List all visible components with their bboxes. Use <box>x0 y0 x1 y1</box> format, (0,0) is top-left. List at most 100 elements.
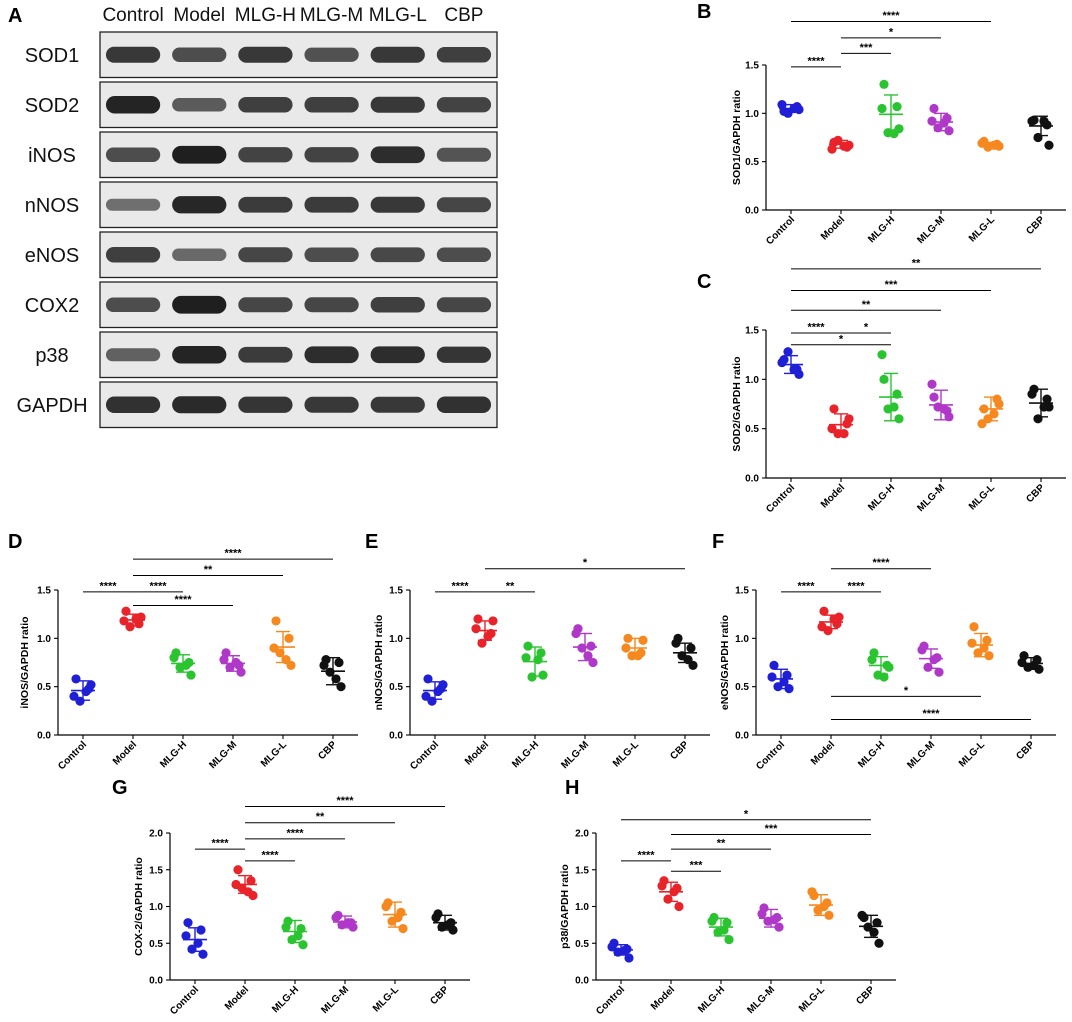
x-tick-label-cbp: CBP <box>316 739 339 762</box>
data-point-mlg-l <box>284 633 294 643</box>
data-point-cbp <box>874 938 884 948</box>
blot-band-enos-cbp <box>436 247 492 262</box>
data-point-mlg-m <box>934 667 944 677</box>
blot-band-nnos-mlg-m <box>304 196 359 213</box>
significance-label: * <box>904 685 909 697</box>
y-tick-label: 1.0 <box>735 634 749 645</box>
data-point-model <box>829 404 839 414</box>
blot-band-inos-mlg-l <box>370 146 425 164</box>
blot-band-nnos-model <box>172 196 227 214</box>
blot-strip-nnos <box>99 181 498 229</box>
data-point-mlg-l <box>271 616 281 626</box>
chart-b: B 0.0 0.5 1.0 1.5 SOD1/GAPDH ratio Control Mode… <box>697 1 1066 247</box>
x-tick-label-control: Control <box>764 482 797 515</box>
blot-band-sod1-mlg-l <box>370 46 425 63</box>
significance-label: *** <box>885 279 899 291</box>
blot-row-label-nnos: nNOS <box>25 195 79 217</box>
significance-label: *** <box>860 42 874 54</box>
y-tick-label: 1.0 <box>745 375 759 386</box>
data-point-cbp <box>686 643 696 653</box>
blot-band-sod1-cbp <box>436 47 492 63</box>
data-point-control <box>433 686 443 697</box>
lane-label-mlg-h: MLG-H <box>235 5 296 26</box>
blot-band-gapdh-cbp <box>436 396 492 413</box>
chart-f: F 0.0 0.5 1.0 1.5 eNOS/GAPDH ratio Control Mode… <box>712 531 1056 772</box>
data-point-mlg-l <box>967 638 977 648</box>
data-point-cbp <box>431 912 441 923</box>
data-point-mlg-l <box>994 399 1004 409</box>
y-tick-label: 1.5 <box>745 326 759 337</box>
y-tick-label: 1.5 <box>745 61 759 72</box>
y-tick-label: 1.5 <box>735 586 749 597</box>
data-point-model <box>119 616 129 626</box>
data-point-model <box>233 865 243 875</box>
blot-band-gapdh-mlg-l <box>370 396 425 413</box>
significance-label: ** <box>204 564 213 576</box>
data-point-model <box>819 606 829 616</box>
chart-e: E 0.0 0.5 1.0 1.5 nNOS/GAPDH ratio Control Mode… <box>365 531 710 772</box>
x-tick-label-model: Model <box>463 739 491 767</box>
panel-letter-b: B <box>697 1 711 23</box>
blot-strip-cox2 <box>99 281 498 329</box>
blot-band-cox2-cbp <box>436 297 492 313</box>
y-tick-label: 1.0 <box>745 109 759 120</box>
data-point-model <box>657 881 667 891</box>
x-tick-label-mlg-h: MLG-H <box>696 984 727 1015</box>
x-tick-label-mlg-h: MLG-H <box>866 214 897 245</box>
y-tick-label: 0.5 <box>37 682 51 693</box>
x-tick-label-cbp: CBP <box>1024 482 1047 505</box>
blot-band-p38-mlg-h <box>238 346 293 363</box>
western-blot-panel: A Control Model MLG-H MLG-M MLG-L CBP SOD1 SOD2 i… <box>8 5 498 429</box>
data-point-control <box>784 684 794 694</box>
blot-band-gapdh-mlg-m <box>304 396 359 413</box>
significance-label: **** <box>224 548 242 560</box>
data-point-model <box>488 616 498 626</box>
blot-band-sod2-cbp <box>436 97 492 113</box>
y-tick-label: 0.5 <box>735 682 749 693</box>
data-point-mlg-h <box>724 934 734 945</box>
blot-row-label-cox2: COX2 <box>25 295 79 317</box>
data-point-mlg-m <box>586 641 596 651</box>
significance-label: * <box>864 321 869 333</box>
data-point-control <box>181 931 191 941</box>
significance-label: * <box>889 26 894 38</box>
data-point-model <box>473 614 483 624</box>
data-point-mlg-h <box>523 641 533 651</box>
blot-band-sod1-mlg-m <box>304 47 359 62</box>
x-tick-label-mlg-h: MLG-H <box>856 739 887 770</box>
significance-label: ** <box>717 838 726 850</box>
data-point-cbp <box>331 674 341 684</box>
blot-row-label-sod2: SOD2 <box>25 95 79 117</box>
data-point-control <box>777 357 787 368</box>
y-tick-label: 1.0 <box>389 634 403 645</box>
y-tick-label: 0.5 <box>575 939 589 950</box>
y-tick-label: 0.0 <box>575 976 589 987</box>
blot-band-gapdh-mlg-h <box>238 396 293 413</box>
data-point-cbp <box>1027 116 1037 126</box>
significance-label: * <box>744 808 749 820</box>
blot-strip-inos <box>99 131 498 179</box>
data-point-cbp <box>1044 140 1054 150</box>
x-tick-label-cbp: CBP <box>1014 739 1037 762</box>
x-tick-label-mlg-l: MLG-L <box>371 984 401 1014</box>
y-tick-label: 0.5 <box>745 157 759 168</box>
data-point-mlg-h <box>894 414 904 424</box>
blot-band-sod2-mlg-l <box>370 96 425 113</box>
x-tick-label-mlg-l: MLG-L <box>967 214 997 244</box>
significance-label: * <box>839 333 844 345</box>
data-point-control <box>767 672 777 682</box>
blot-band-enos-control <box>105 247 161 263</box>
data-point-mlg-l <box>269 643 279 653</box>
y-tick-label: 0.0 <box>745 206 759 217</box>
x-tick-label-model: Model <box>819 214 847 242</box>
data-point-mlg-m <box>774 922 784 932</box>
significance-label: **** <box>882 10 900 22</box>
significance-label: * <box>583 557 588 569</box>
data-point-mlg-h <box>877 350 887 360</box>
y-tick-label: 1.5 <box>37 586 51 597</box>
chart-g: G 0.0 0.5 1.0 1.5 2.0 COX-2/GAPDH ratio Control… <box>112 777 470 1017</box>
data-point-model <box>827 424 837 434</box>
y-axis-label: COX-2/GAPDH ratio <box>133 857 145 956</box>
data-point-mlg-m <box>927 379 937 389</box>
blot-strip-enos <box>99 231 498 279</box>
